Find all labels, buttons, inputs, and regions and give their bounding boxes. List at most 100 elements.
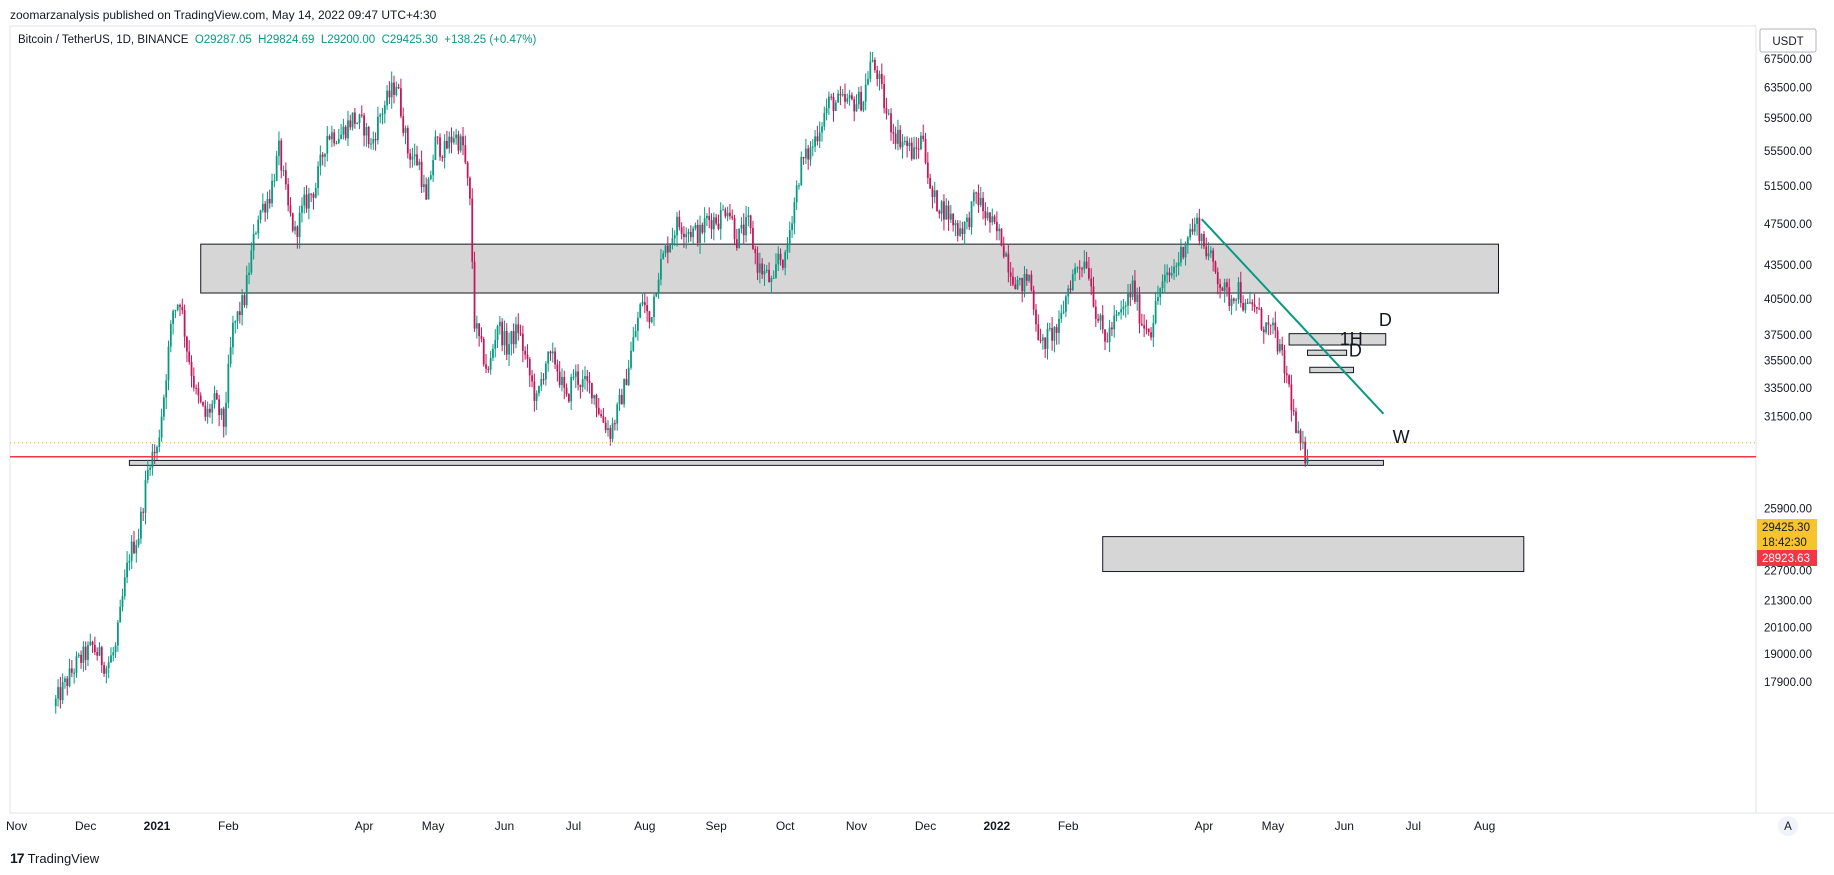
- candle-body: [660, 258, 662, 280]
- candle-body: [160, 416, 163, 438]
- candle-body: [510, 331, 513, 345]
- candle-body: [970, 201, 973, 228]
- candle-body: [1007, 253, 1010, 273]
- symbol-name[interactable]: Bitcoin / TetherUS, 1D, BINANCE: [18, 34, 189, 46]
- candle-body: [199, 395, 202, 402]
- candle-body: [786, 245, 789, 253]
- candle-body: [1064, 296, 1067, 312]
- candle-body: [726, 212, 729, 217]
- candle-body: [913, 147, 915, 159]
- price-tick-label: 51500.00: [1764, 181, 1812, 193]
- candle-body: [353, 112, 356, 124]
- candle-body: [832, 96, 835, 112]
- candle-body: [1074, 267, 1076, 275]
- candle-body: [770, 278, 773, 283]
- candle-body: [781, 259, 784, 268]
- candle-body: [1136, 294, 1139, 302]
- candle-body: [611, 423, 614, 439]
- candle-body: [839, 93, 842, 96]
- candle-body: [289, 205, 292, 214]
- candle-body: [1274, 322, 1277, 331]
- candle-body: [655, 293, 658, 297]
- candle-body: [96, 652, 99, 656]
- zone-box: [200, 243, 1499, 294]
- candle-body: [966, 217, 968, 222]
- price-tick-label: 31500.00: [1764, 412, 1812, 424]
- time-axis[interactable]: Nov Dec 2021 Feb Apr May Jun Jul Aug Sep Oct Nov Dec…: [6, 819, 1495, 833]
- candle-body: [986, 212, 989, 219]
- candle-body: [222, 408, 225, 427]
- candle-body: [459, 136, 462, 151]
- candle-body: [758, 263, 761, 273]
- close-value: C29425.30: [381, 34, 438, 46]
- candle-body: [314, 188, 317, 198]
- candle-body: [1191, 229, 1194, 232]
- candle-body: [968, 217, 971, 228]
- candle-body: [683, 233, 685, 238]
- candle-body: [885, 108, 888, 114]
- candle-body: [1228, 287, 1231, 307]
- candle-body: [1154, 300, 1157, 324]
- tradingview-brand[interactable]: 17 TradingView: [10, 850, 99, 866]
- candle-body: [275, 155, 278, 181]
- candle-body: [567, 394, 570, 402]
- price-tick-label: 20100.00: [1764, 623, 1812, 635]
- candle-body: [169, 323, 172, 347]
- candle-body: [641, 302, 644, 305]
- candle-body: [788, 230, 791, 246]
- candle-body: [229, 347, 232, 364]
- time-tick-label: Aug: [634, 819, 655, 833]
- currency-badge-box[interactable]: [1759, 28, 1817, 53]
- candle-body: [795, 185, 798, 203]
- auto-scale-button-bg[interactable]: [1778, 816, 1798, 836]
- candle-body: [586, 376, 589, 381]
- candle-body: [662, 253, 665, 259]
- candle-body: [867, 78, 869, 85]
- time-tick-label: Feb: [1058, 819, 1079, 833]
- zone-box: [1288, 333, 1387, 346]
- candle-body: [1207, 253, 1210, 257]
- candle-body: [397, 86, 400, 89]
- candle-body: [1122, 306, 1125, 310]
- candle-body: [296, 226, 299, 238]
- candle-body: [241, 295, 244, 316]
- candle-body: [1115, 314, 1118, 316]
- candle-body: [498, 321, 501, 327]
- price-tick-label: 40500.00: [1764, 294, 1812, 306]
- time-tick-label: Jul: [566, 819, 581, 833]
- candle-body: [1048, 327, 1051, 330]
- candle-body: [324, 153, 326, 157]
- candle-body: [105, 668, 108, 674]
- candle-body: [1085, 261, 1088, 268]
- candle-body: [425, 184, 428, 200]
- candle-body: [89, 641, 92, 645]
- candle-body: [1249, 302, 1251, 304]
- candle-body: [574, 371, 577, 377]
- candle-body: [853, 99, 856, 112]
- candle-body: [287, 184, 290, 206]
- candle-body: [280, 140, 283, 171]
- candle-body: [87, 644, 89, 660]
- candle-body: [344, 126, 347, 139]
- low-value: L29200.00: [320, 34, 376, 46]
- candle-body: [1170, 273, 1173, 276]
- candle-body: [793, 202, 796, 224]
- candle-body: [961, 228, 964, 235]
- candle-body: [443, 140, 446, 158]
- candle-body: [404, 128, 407, 133]
- candle-body: [722, 209, 724, 211]
- candle-body: [756, 253, 759, 273]
- candle-body: [862, 101, 865, 111]
- candle-body: [517, 324, 520, 334]
- candle-body: [1232, 298, 1235, 301]
- candle-body: [66, 678, 69, 687]
- candle-body: [637, 317, 639, 331]
- auto-scale-button[interactable]: A: [1784, 821, 1792, 833]
- price-axis[interactable]: 17900.00 19000.00 20100.00 21300.00 22700.00…: [1757, 0, 1817, 689]
- candle-body: [305, 194, 308, 209]
- candle-body: [420, 161, 423, 187]
- candle-body: [844, 94, 846, 102]
- candle-body: [390, 82, 393, 98]
